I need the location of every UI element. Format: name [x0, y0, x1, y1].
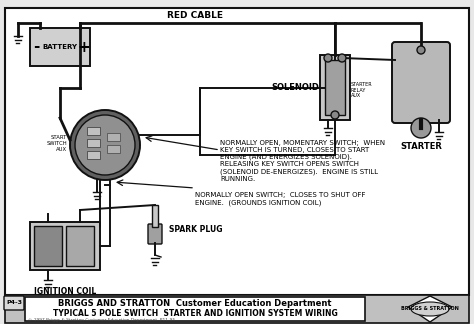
Bar — [5, 8, 469, 295]
Text: © 1997 Briggs & Stratton Customer Education Department  P11-95: © 1997 Briggs & Stratton Customer Educat… — [28, 318, 175, 322]
Text: BATTERY: BATTERY — [43, 44, 78, 50]
FancyBboxPatch shape — [148, 224, 162, 244]
Bar — [320, 55, 350, 120]
Circle shape — [338, 54, 346, 62]
FancyBboxPatch shape — [4, 296, 24, 310]
Bar — [107, 133, 120, 141]
Text: SPARK PLUG: SPARK PLUG — [169, 226, 222, 235]
Text: IGNITION COIL: IGNITION COIL — [34, 287, 96, 296]
Text: STARTER: STARTER — [400, 142, 442, 151]
Circle shape — [70, 110, 140, 180]
Bar — [87, 151, 100, 159]
Polygon shape — [408, 296, 452, 322]
Text: SOLENOID: SOLENOID — [271, 83, 319, 91]
Bar — [30, 28, 90, 66]
Text: +: + — [78, 40, 91, 54]
Bar — [25, 297, 365, 321]
Bar — [30, 222, 100, 270]
Circle shape — [411, 118, 431, 138]
Text: NORMALLY OPEN, MOMENTARY SWITCH;  WHEN
KEY SWITCH IS TURNED, CLOSES TO START
ENG: NORMALLY OPEN, MOMENTARY SWITCH; WHEN KE… — [220, 140, 385, 182]
Circle shape — [324, 54, 332, 62]
Circle shape — [417, 46, 425, 54]
Text: P4-3: P4-3 — [6, 300, 22, 306]
Bar — [107, 145, 120, 153]
Text: RED CABLE: RED CABLE — [167, 11, 223, 20]
Text: START
SWITCH
AUX: START SWITCH AUX — [46, 135, 67, 152]
FancyBboxPatch shape — [392, 42, 450, 123]
Bar — [87, 127, 100, 135]
Circle shape — [75, 115, 135, 175]
Circle shape — [331, 111, 339, 119]
Text: NORMALLY OPEN SWITCH;  CLOSES TO SHUT OFF
ENGINE.  (GROUNDS IGNITION COIL): NORMALLY OPEN SWITCH; CLOSES TO SHUT OFF… — [195, 192, 365, 205]
Bar — [66, 226, 94, 266]
Text: -: - — [33, 40, 39, 54]
Bar — [152, 205, 158, 227]
Text: TYPICAL 5 POLE SWITCH  STARTER AND IGNITION SYSTEM WIRING: TYPICAL 5 POLE SWITCH STARTER AND IGNITI… — [53, 308, 337, 318]
Text: STARTER
RELAY
AUX: STARTER RELAY AUX — [351, 82, 373, 98]
Bar — [5, 295, 469, 323]
Text: BRIGGS AND STRATTON  Customer Education Department: BRIGGS AND STRATTON Customer Education D… — [58, 299, 332, 308]
Bar — [325, 60, 345, 115]
Bar — [87, 139, 100, 147]
Ellipse shape — [411, 302, 449, 316]
Text: BRIGGS & STRATTON: BRIGGS & STRATTON — [401, 307, 459, 311]
Bar — [34, 226, 62, 266]
